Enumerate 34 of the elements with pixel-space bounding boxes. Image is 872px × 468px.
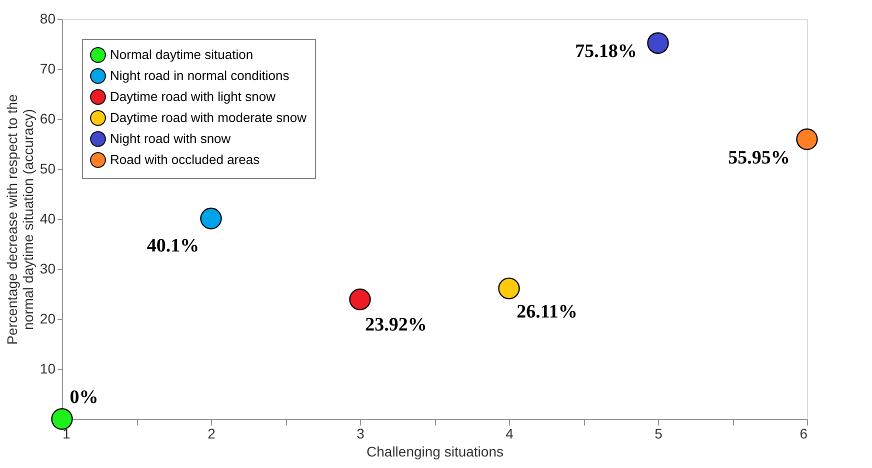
y-tick-label: 70 (40, 60, 56, 76)
y-tick-label: 40 (40, 210, 56, 226)
legend-label: Night road with snow (110, 131, 232, 146)
y-axis-title: Percentage decrease with respect to the normal daytime situation (accuracy) (4, 94, 36, 345)
y-tick-label: 60 (40, 110, 56, 126)
y-tick-label: 30 (40, 260, 56, 276)
point (647, 32, 669, 54)
x-tick-label: 5 (654, 426, 663, 442)
data-label: 40.1% (146, 236, 200, 256)
y-tick-label: 10 (40, 360, 56, 376)
data-label: 0% (70, 387, 98, 408)
legend-label: Road with occluded areas (110, 152, 260, 167)
data-label: 75.18% (575, 41, 637, 62)
x-tick-label: 6 (800, 426, 808, 442)
x-tick-label: 4 (506, 426, 514, 442)
data-label: 55.95% (728, 147, 790, 168)
legend-label: Night road in normal conditions (110, 68, 290, 83)
legend-label: Normal daytime situation (110, 47, 254, 62)
x-tick-label: 1 (62, 426, 70, 442)
data-label: 26.11% (516, 301, 578, 322)
point (200, 208, 222, 230)
legend-label: Daytime road with moderate snow (110, 110, 308, 125)
legend-label: Daytime road with light snow (110, 89, 276, 104)
y-tick-label: 50 (40, 160, 56, 176)
x-tick-label: 3 (356, 426, 365, 442)
point (796, 128, 818, 150)
y-tick-label: 20 (40, 310, 56, 326)
point (51, 408, 73, 430)
data-label: 23.92% (365, 314, 427, 336)
x-tick-label: 2 (208, 426, 216, 442)
point (498, 278, 520, 300)
point (349, 288, 371, 310)
x-axis-title: Challenging situations (366, 444, 504, 460)
y-tick-label: 80 (40, 10, 56, 26)
